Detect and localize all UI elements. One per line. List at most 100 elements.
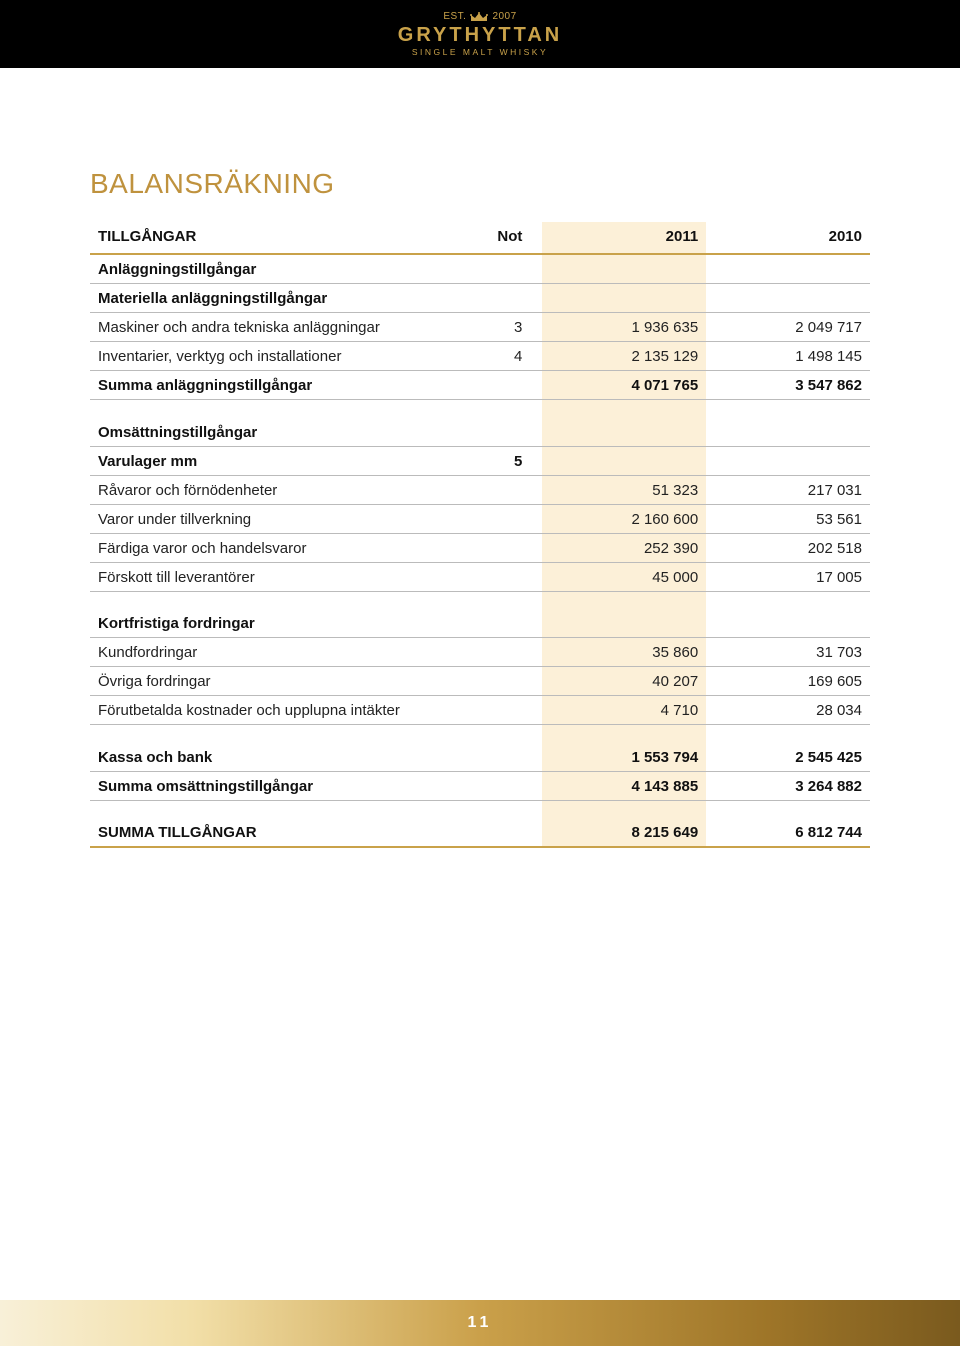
table-row: Summa anläggningstillgångar 4 071 7653 54… xyxy=(90,371,870,400)
cell-not xyxy=(449,818,543,847)
cell-year2: 2 545 425 xyxy=(706,743,870,772)
table-row: Förutbetalda kostnader och upplupna intä… xyxy=(90,696,870,725)
cell-year2 xyxy=(706,446,870,475)
brand-est-left: EST. xyxy=(443,12,466,22)
cell-year1: 35 860 xyxy=(542,638,706,667)
table-row xyxy=(90,800,870,818)
cell-year1: 4 143 885 xyxy=(542,771,706,800)
cell-year2 xyxy=(706,284,870,313)
cell-year1: 1 553 794 xyxy=(542,743,706,772)
cell-not xyxy=(449,504,543,533)
cell-year2: 217 031 xyxy=(706,475,870,504)
cell-not xyxy=(449,284,543,313)
cell-label: Råvaror och förnödenheter xyxy=(90,475,449,504)
cell-label: Varulager mm xyxy=(90,446,449,475)
table-row xyxy=(90,591,870,609)
cell-label: Förskott till leverantörer xyxy=(90,562,449,591)
cell-not xyxy=(449,638,543,667)
cell-year1: 2 135 129 xyxy=(542,342,706,371)
cell-label: Anläggningstillgångar xyxy=(90,254,449,284)
cell-label: SUMMA TILLGÅNGAR xyxy=(90,818,449,847)
cell-year2 xyxy=(706,609,870,638)
cell-label: Övriga fordringar xyxy=(90,667,449,696)
table-row: Inventarier, verktyg och installationer4… xyxy=(90,342,870,371)
page-number: 11 xyxy=(468,1314,493,1332)
brand-name: GRYTHYTTAN xyxy=(398,25,562,45)
cell-year2: 3 547 862 xyxy=(706,371,870,400)
table-row: Kassa och bank1 553 7942 545 425 xyxy=(90,743,870,772)
cell-year1 xyxy=(542,254,706,284)
table-row: Råvaror och förnödenheter 51 323217 031 xyxy=(90,475,870,504)
balance-table: TILLGÅNGAR Not 2011 2010 Anläggningstill… xyxy=(90,222,870,848)
table-row: Varulager mm5 xyxy=(90,446,870,475)
table-row: Materiella anläggningstillgångar xyxy=(90,284,870,313)
cell-label: Materiella anläggningstillgångar xyxy=(90,284,449,313)
cell-not xyxy=(449,254,543,284)
cell-year2: 202 518 xyxy=(706,533,870,562)
table-row xyxy=(90,725,870,743)
table-row: Maskiner och andra tekniska anläggningar… xyxy=(90,313,870,342)
cell-not xyxy=(449,667,543,696)
cell-label: Summa anläggningstillgångar xyxy=(90,371,449,400)
content: BALANSRÄKNING TILLGÅNGAR Not 2011 2010 A… xyxy=(0,68,960,848)
cell-year1: 252 390 xyxy=(542,533,706,562)
table-row: Färdiga varor och handelsvaror 252 390202… xyxy=(90,533,870,562)
cell-not xyxy=(449,771,543,800)
cell-label: Färdiga varor och handelsvaror xyxy=(90,533,449,562)
cell-not xyxy=(449,533,543,562)
cell-year1: 4 071 765 xyxy=(542,371,706,400)
th-label: TILLGÅNGAR xyxy=(90,222,449,254)
cell-not: 5 xyxy=(449,446,543,475)
cell-not: 3 xyxy=(449,313,543,342)
cell-not: 4 xyxy=(449,342,543,371)
cell-year1: 2 160 600 xyxy=(542,504,706,533)
cell-not xyxy=(449,696,543,725)
cell-year1: 40 207 xyxy=(542,667,706,696)
cell-year2: 17 005 xyxy=(706,562,870,591)
cell-year2 xyxy=(706,254,870,284)
brand-subtitle: SINGLE MALT WHISKY xyxy=(398,48,562,57)
cell-year2 xyxy=(706,418,870,447)
header-bar: EST. 2007 GRYTHYTTAN SINGLE MALT WHISKY xyxy=(0,0,960,68)
cell-not xyxy=(449,562,543,591)
cell-label: Varor under tillverkning xyxy=(90,504,449,533)
table-header-row: TILLGÅNGAR Not 2011 2010 xyxy=(90,222,870,254)
cell-year2: 53 561 xyxy=(706,504,870,533)
cell-year2: 169 605 xyxy=(706,667,870,696)
cell-year1: 51 323 xyxy=(542,475,706,504)
table-row: Förskott till leverantörer 45 00017 005 xyxy=(90,562,870,591)
cell-label: Inventarier, verktyg och installationer xyxy=(90,342,449,371)
brand-crown-line: EST. 2007 xyxy=(398,11,562,23)
brand-est-right: 2007 xyxy=(492,12,516,22)
cell-not xyxy=(449,371,543,400)
cell-year1: 8 215 649 xyxy=(542,818,706,847)
table-row: Anläggningstillgångar xyxy=(90,254,870,284)
table-row: Varor under tillverkning 2 160 60053 561 xyxy=(90,504,870,533)
th-year2: 2010 xyxy=(706,222,870,254)
table-row: SUMMA TILLGÅNGAR 8 215 6496 812 744 xyxy=(90,818,870,847)
cell-not xyxy=(449,418,543,447)
cell-label: Omsättningstillgångar xyxy=(90,418,449,447)
cell-year2: 28 034 xyxy=(706,696,870,725)
brand-logo: EST. 2007 GRYTHYTTAN SINGLE MALT WHISKY xyxy=(398,11,562,57)
cell-year1 xyxy=(542,284,706,313)
cell-year1 xyxy=(542,418,706,447)
table-row: Kortfristiga fordringar xyxy=(90,609,870,638)
cell-year1 xyxy=(542,446,706,475)
cell-label: Summa omsättningstillgångar xyxy=(90,771,449,800)
cell-year1: 45 000 xyxy=(542,562,706,591)
cell-year1: 1 936 635 xyxy=(542,313,706,342)
crown-icon xyxy=(470,11,488,23)
cell-year1: 4 710 xyxy=(542,696,706,725)
cell-label: Kortfristiga fordringar xyxy=(90,609,449,638)
cell-not xyxy=(449,743,543,772)
cell-year2: 1 498 145 xyxy=(706,342,870,371)
cell-year2: 31 703 xyxy=(706,638,870,667)
cell-year2: 6 812 744 xyxy=(706,818,870,847)
page-title: BALANSRÄKNING xyxy=(90,168,870,200)
cell-not xyxy=(449,609,543,638)
cell-year2: 3 264 882 xyxy=(706,771,870,800)
table-row: Omsättningstillgångar xyxy=(90,418,870,447)
cell-year2: 2 049 717 xyxy=(706,313,870,342)
th-year1: 2011 xyxy=(542,222,706,254)
